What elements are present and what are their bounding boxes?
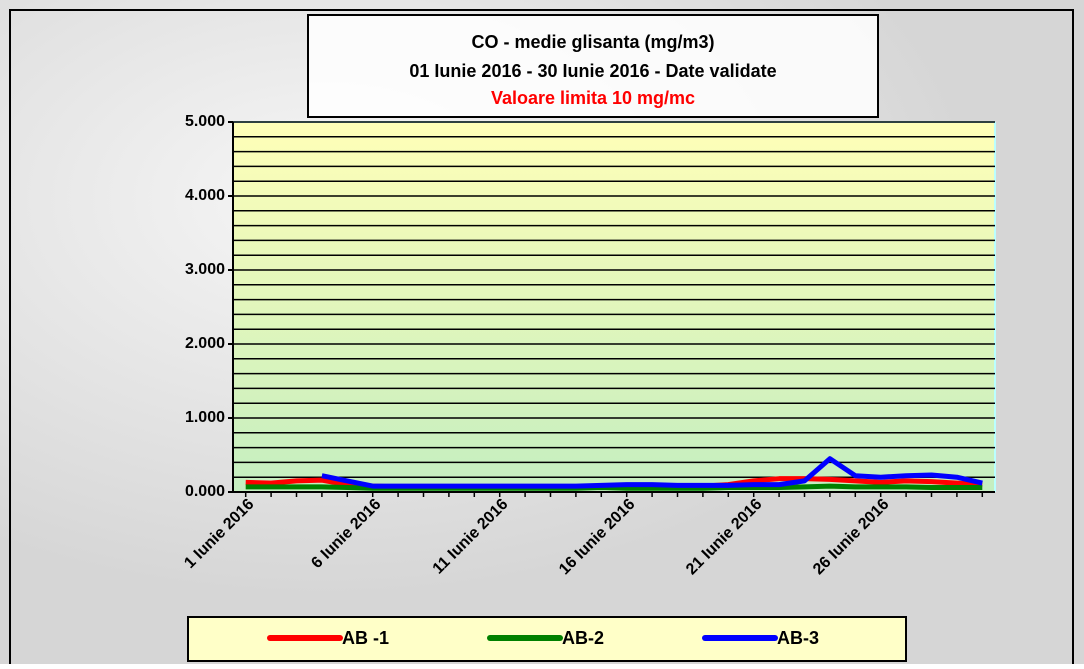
- series-line: [321, 456, 983, 489]
- legend-label: AB-3: [777, 628, 819, 648]
- frame: [9, 9, 1074, 669]
- y-tick-label: 1.000: [185, 409, 225, 426]
- y-tick-label: 2.000: [185, 335, 225, 352]
- chart-subtitle: 01 Iunie 2016 - 30 Iunie 2016 - Date val…: [409, 61, 776, 81]
- legend-label: AB -1: [342, 628, 389, 648]
- series-line: [245, 483, 983, 491]
- chart-title: CO - medie glisanta (mg/m3): [471, 32, 714, 52]
- limit-annotation: Valoare limita 10 mg/mc: [491, 88, 695, 108]
- y-tick-label: 0.000: [185, 483, 225, 500]
- legend-label: AB-2: [562, 628, 604, 648]
- plot-area: [233, 122, 995, 492]
- title-box: [307, 14, 879, 118]
- y-tick-label: 4.000: [185, 187, 225, 204]
- y-tick-label: 3.000: [185, 261, 225, 278]
- y-tick-label: 5.000: [185, 113, 225, 130]
